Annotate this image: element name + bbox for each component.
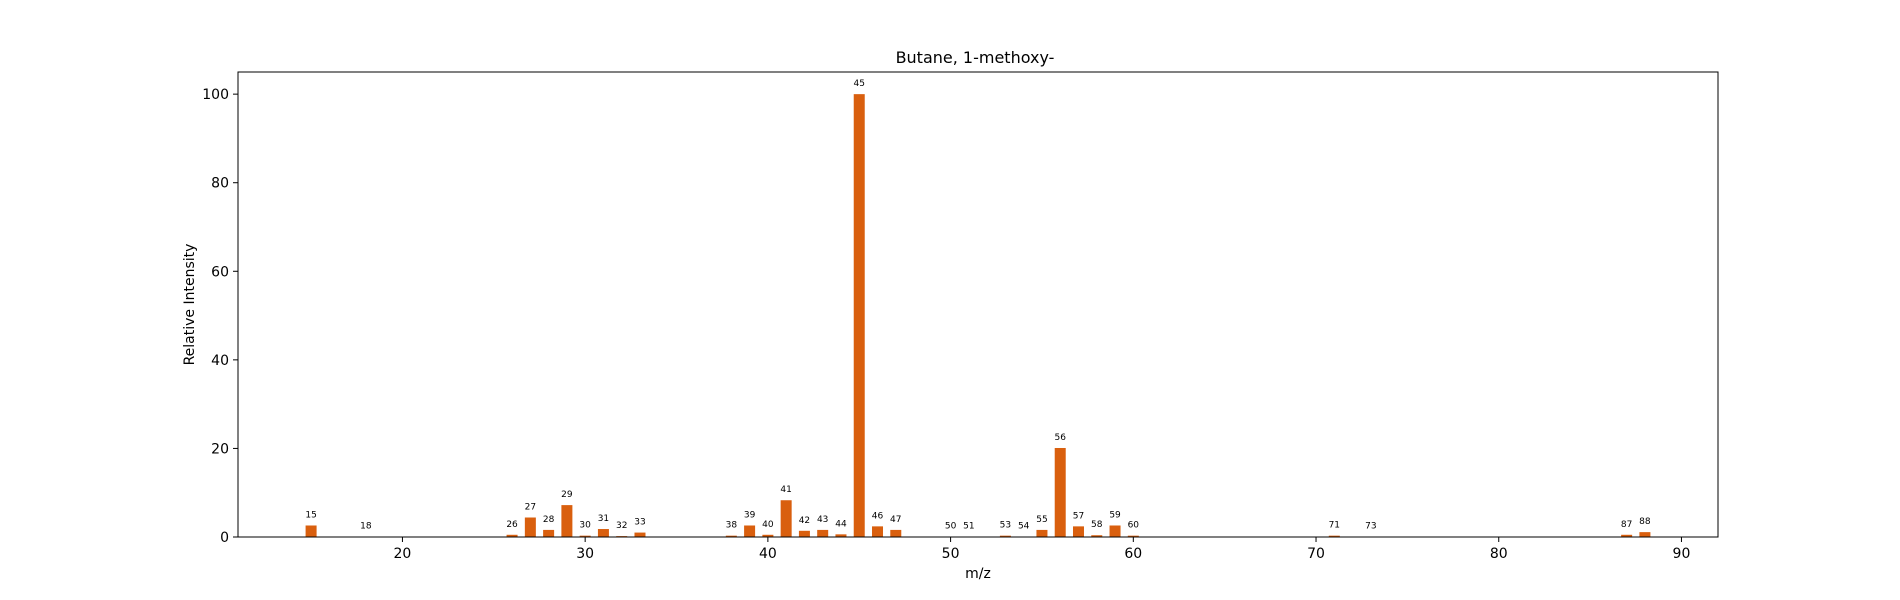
x-axis: 20 30 40 50 60 70 80 90 <box>394 537 1691 562</box>
bar-label-mz-71: 71 <box>1329 521 1340 531</box>
x-tick-label: 20 <box>394 546 412 562</box>
bar-label-mz-29: 29 <box>561 490 573 500</box>
x-tick-label: 50 <box>942 546 960 562</box>
bar-label-mz-88: 88 <box>1639 517 1651 527</box>
bar-label-mz-33: 33 <box>634 518 645 528</box>
x-tick-label: 60 <box>1124 546 1142 562</box>
x-axis-label: m/z <box>965 566 991 582</box>
bar-label-mz-42: 42 <box>799 516 810 526</box>
bar-label-mz-31: 31 <box>598 514 609 524</box>
bar-label-mz-40: 40 <box>762 520 774 530</box>
bar-mz-40 <box>762 534 774 537</box>
bar-label-mz-39: 39 <box>744 510 756 520</box>
bar-label-mz-87: 87 <box>1621 520 1632 530</box>
y-axis-label: Relative Intensity <box>182 244 198 366</box>
bar-label-mz-60: 60 <box>1128 521 1140 531</box>
bar-label-mz-54: 54 <box>1018 522 1030 532</box>
bar-label-mz-51: 51 <box>963 522 974 532</box>
y-axis: 0 20 40 60 80 100 <box>202 87 238 546</box>
bar-mz-71 <box>1328 535 1340 537</box>
bar-mz-38 <box>725 535 737 537</box>
bar-mz-55 <box>1036 529 1048 537</box>
bar-mz-44 <box>835 534 847 537</box>
x-tick-label: 40 <box>759 546 777 562</box>
bar-mz-43 <box>817 529 829 537</box>
y-tick-label: 80 <box>211 176 229 192</box>
bar-mz-57 <box>1072 526 1084 537</box>
bar-label-mz-55: 55 <box>1036 515 1047 525</box>
plot-frame <box>237 71 1719 538</box>
bar-label-mz-58: 58 <box>1091 520 1103 530</box>
bar-label-mz-57: 57 <box>1073 511 1084 521</box>
bar-label-mz-53: 53 <box>1000 521 1011 531</box>
y-tick-label: 60 <box>211 264 229 280</box>
x-tick-label: 30 <box>576 546 594 562</box>
bar-label-mz-30: 30 <box>579 521 591 531</box>
bar-label-mz-15: 15 <box>305 510 316 520</box>
bar-mz-41 <box>780 500 792 537</box>
bar-mz-26 <box>506 534 518 537</box>
bar-label-mz-47: 47 <box>890 515 901 525</box>
bar-label-mz-59: 59 <box>1109 510 1121 520</box>
bar-label-mz-46: 46 <box>872 511 884 521</box>
bar-mz-59 <box>1109 525 1121 537</box>
bar-label-mz-32: 32 <box>616 521 627 531</box>
bar-label-mz-73: 73 <box>1365 522 1376 532</box>
bar-label-mz-56: 56 <box>1054 433 1066 443</box>
bar-label-mz-43: 43 <box>817 515 828 525</box>
bar-mz-29 <box>561 505 573 537</box>
x-tick-label: 80 <box>1490 546 1508 562</box>
bar-mz-30 <box>579 535 591 537</box>
bar-mz-28 <box>543 529 555 537</box>
bar-label-mz-26: 26 <box>506 520 518 530</box>
bar-label-mz-27: 27 <box>525 503 536 513</box>
bar-label-mz-41: 41 <box>780 485 791 495</box>
y-tick-label: 0 <box>220 530 229 546</box>
bar-mz-33 <box>634 532 646 537</box>
bar-label-mz-45: 45 <box>854 79 865 89</box>
bar-mz-27 <box>524 517 536 537</box>
bar-mz-15 <box>305 525 317 537</box>
bar-mz-45 <box>853 94 865 537</box>
bar-label-mz-44: 44 <box>835 519 847 529</box>
y-tick-label: 40 <box>211 353 229 369</box>
bar-mz-58 <box>1091 535 1103 537</box>
bar-label-mz-50: 50 <box>945 522 957 532</box>
y-tick-label: 20 <box>211 441 229 457</box>
bar-mz-87 <box>1621 534 1633 537</box>
bar-mz-60 <box>1127 535 1139 537</box>
chart-title: Butane, 1-methoxy- <box>896 48 1055 67</box>
x-tick-label: 90 <box>1673 546 1691 562</box>
bar-label-mz-38: 38 <box>726 521 738 531</box>
bar-mz-88 <box>1639 532 1651 537</box>
bar-label-mz-18: 18 <box>360 522 372 532</box>
bar-mz-42 <box>798 530 810 537</box>
bar-labels-layer: 15 18 26 27 28 29 30 31 32 33 38 39 40 41 42 43 44 45 46 47… <box>305 79 1651 531</box>
bar-mz-47 <box>890 529 902 537</box>
bar-mz-31 <box>597 529 609 537</box>
bar-mz-39 <box>744 525 756 537</box>
y-tick-label: 100 <box>202 87 229 103</box>
bar-mz-46 <box>872 526 884 537</box>
bar-label-mz-28: 28 <box>543 515 555 525</box>
bar-mz-53 <box>999 535 1011 537</box>
bars-layer <box>305 94 1651 537</box>
x-tick-label: 70 <box>1307 546 1325 562</box>
bar-mz-56 <box>1054 447 1066 537</box>
